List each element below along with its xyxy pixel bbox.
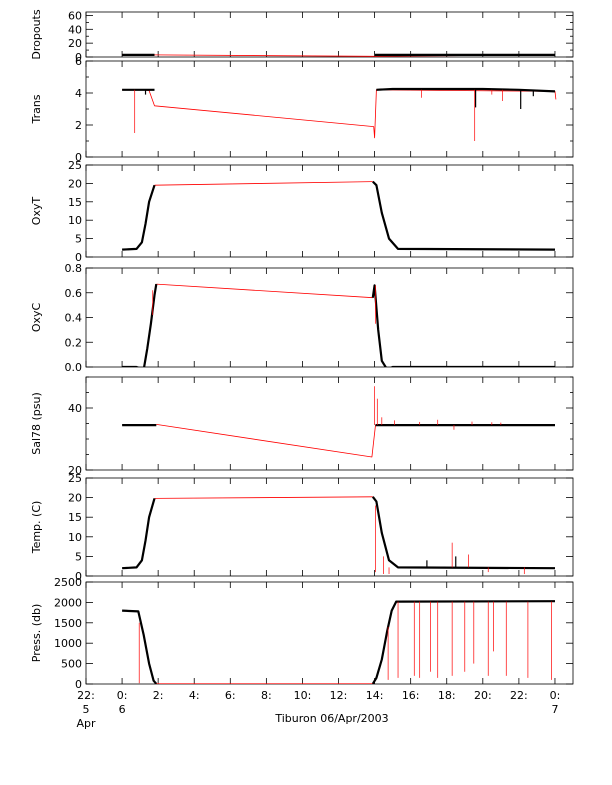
figure-caption: Tiburon 06/Apr/2003 bbox=[274, 712, 388, 725]
panel-3: 0 5 10 15 20 25 OxyT bbox=[30, 159, 574, 264]
panel-frame bbox=[85, 376, 574, 471]
panel-frame bbox=[85, 581, 574, 685]
y-axis-label: Dropouts bbox=[30, 9, 43, 59]
y-tick-label: 0.8 bbox=[65, 262, 83, 275]
series-line bbox=[154, 181, 373, 186]
x-tick-label: 22: bbox=[510, 689, 528, 702]
y-tick-label: 0 bbox=[75, 51, 82, 64]
y-tick-label: 40 bbox=[68, 23, 82, 36]
y-tick-label: 20 bbox=[68, 37, 82, 50]
chart-panels: 0204060Dropouts0246Trans0510152025OxyT0.… bbox=[30, 9, 574, 691]
x-tick-label: 2: bbox=[153, 689, 164, 702]
series-line bbox=[156, 283, 373, 299]
panel-frame bbox=[85, 11, 574, 58]
x-tick-label: 22: bbox=[77, 689, 95, 702]
y-tick-label: 0 bbox=[75, 570, 82, 583]
series-line bbox=[371, 284, 555, 367]
y-tick-label: 10 bbox=[68, 214, 82, 227]
y-axis-label: OxyT bbox=[30, 197, 43, 226]
y-tick-label: 2000 bbox=[54, 596, 82, 609]
y-tick-label: 0.6 bbox=[65, 287, 83, 300]
panel-data bbox=[122, 53, 556, 57]
x-tick-label: 16: bbox=[402, 689, 420, 702]
y-tick-label: 1000 bbox=[54, 637, 82, 650]
panel-data bbox=[122, 496, 556, 575]
panel-4: 0.0 0.2 0.4 0.6 0.8 OxyC bbox=[30, 262, 574, 374]
x-tick-label: 5 bbox=[83, 703, 90, 716]
x-tick-label: 7 bbox=[551, 703, 558, 716]
y-axis-label: Sal78 (psu) bbox=[30, 392, 43, 455]
y-axis-label: Trans bbox=[30, 94, 43, 124]
x-tick-label: 0: bbox=[117, 689, 128, 702]
y-tick-label: 2500 bbox=[54, 576, 82, 589]
series-line bbox=[122, 283, 158, 367]
series-line bbox=[122, 89, 557, 139]
panel-frame bbox=[85, 164, 574, 258]
y-tick-label: 5 bbox=[75, 233, 82, 246]
x-tick-label: 6: bbox=[225, 689, 236, 702]
x-tick-label: 4: bbox=[189, 689, 200, 702]
panel-data bbox=[122, 87, 557, 141]
y-tick-label: 0 bbox=[75, 678, 82, 691]
x-tick-label: Apr bbox=[76, 717, 96, 730]
panel-frame bbox=[85, 60, 574, 158]
series-line bbox=[371, 496, 556, 570]
panel-5: 20 40 Sal78 (psu) bbox=[30, 376, 574, 477]
x-tick-label: 20: bbox=[474, 689, 492, 702]
series-line bbox=[372, 180, 556, 251]
y-tick-label: 15 bbox=[68, 196, 82, 209]
y-tick-label: 2 bbox=[75, 119, 82, 132]
y-axis-label: Temp. (C) bbox=[30, 501, 43, 555]
y-tick-label: 0 bbox=[75, 251, 82, 264]
x-tick-label: 10: bbox=[294, 689, 312, 702]
series-line bbox=[371, 600, 556, 684]
panel-data bbox=[122, 386, 555, 458]
y-tick-label: 10 bbox=[68, 531, 82, 544]
series-line bbox=[154, 496, 373, 499]
x-tick-label: 0: bbox=[550, 689, 561, 702]
x-tick-label: 12: bbox=[330, 689, 348, 702]
x-tick-label: 6 bbox=[119, 703, 126, 716]
series-line bbox=[122, 184, 156, 251]
panel-2: 0 2 4 6 Trans bbox=[30, 55, 574, 164]
y-tick-label: 5 bbox=[75, 550, 82, 563]
y-tick-label: 60 bbox=[68, 9, 82, 22]
panel-6: 0 5 10 15 20 25 Temp. (C) bbox=[30, 472, 574, 583]
y-tick-label: 4 bbox=[75, 87, 82, 100]
y-tick-label: 1500 bbox=[54, 617, 82, 630]
panel-data bbox=[122, 283, 555, 367]
panel-data bbox=[122, 600, 556, 684]
series-line bbox=[122, 609, 158, 684]
y-tick-label: 25 bbox=[68, 159, 82, 172]
panel-7: 0 500 1000 1500 2000 2500 Press. (db) bbox=[30, 576, 574, 691]
panel-data bbox=[122, 180, 556, 251]
x-tick-label: 18: bbox=[438, 689, 456, 702]
panel-frame bbox=[85, 477, 574, 577]
x-tick-label: 8: bbox=[261, 689, 272, 702]
y-tick-label: 15 bbox=[68, 511, 82, 524]
y-tick-label: 20 bbox=[68, 177, 82, 190]
y-tick-label: 500 bbox=[61, 658, 82, 671]
y-tick-label: 6 bbox=[75, 55, 82, 68]
y-axis-label: Press. (db) bbox=[30, 604, 43, 663]
panel-frame bbox=[85, 267, 574, 368]
y-tick-label: 20 bbox=[68, 464, 82, 477]
series-line bbox=[122, 498, 156, 570]
y-tick-label: 0.4 bbox=[65, 312, 83, 325]
series-line bbox=[156, 424, 376, 458]
series-line bbox=[376, 87, 556, 93]
y-tick-label: 0.2 bbox=[65, 336, 83, 349]
y-tick-label: 25 bbox=[68, 472, 82, 485]
y-axis-label: OxyC bbox=[30, 303, 43, 333]
y-tick-label: 20 bbox=[68, 492, 82, 505]
y-tick-label: 0.0 bbox=[65, 361, 83, 374]
x-tick-label: 14: bbox=[366, 689, 384, 702]
y-tick-label: 0 bbox=[75, 151, 82, 164]
y-tick-label: 40 bbox=[68, 402, 82, 415]
